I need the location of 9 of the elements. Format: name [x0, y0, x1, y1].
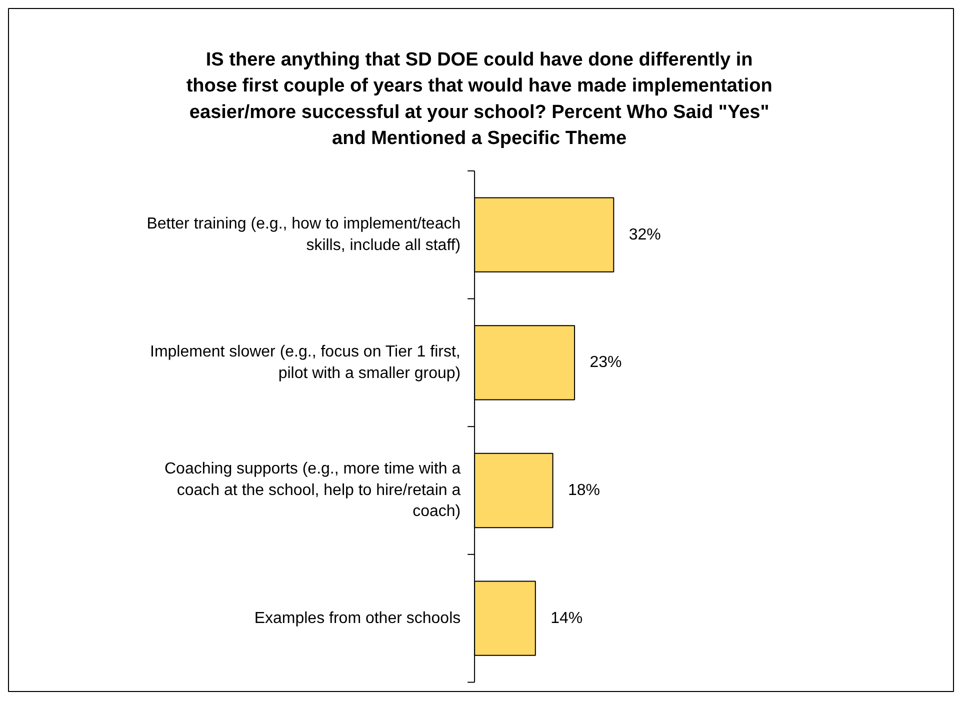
y-tick-label: Coaching supports (e.g., more time with a coach at the school, help to hire/retain a coach) [164, 460, 461, 520]
data-label: 32% [628, 226, 661, 244]
data-label: 18% [568, 482, 600, 499]
chart-title: IS there anything that SD DOE could have done differently in those first couple of years that would have made implementation easier/more successful at your school? Percent Who Said "Yes" and Mentioned a Specific Theme [186, 49, 772, 150]
y-tick-label: Examples from other schools [254, 610, 461, 627]
y-tick-label: Implement slower (e.g., focus on Tier 1 first, pilot with a smaller group) [150, 344, 461, 382]
data-label: 23% [590, 354, 622, 372]
data-label: 14% [550, 610, 583, 627]
y-tick-label: Better training (e.g., how to implement/teach skills, include all staff) [146, 216, 461, 254]
